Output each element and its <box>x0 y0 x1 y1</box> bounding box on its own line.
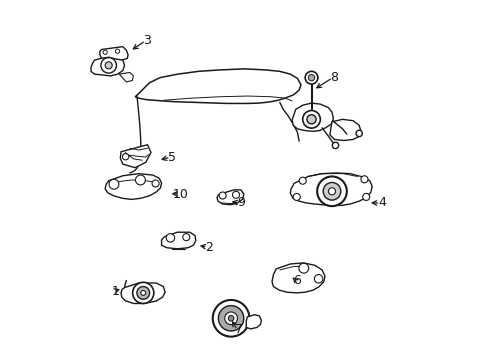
Text: 7: 7 <box>235 323 243 337</box>
Polygon shape <box>291 103 333 131</box>
Polygon shape <box>105 174 161 199</box>
Circle shape <box>183 234 189 241</box>
Circle shape <box>314 275 322 283</box>
Circle shape <box>299 177 305 184</box>
Circle shape <box>103 50 107 54</box>
Polygon shape <box>217 190 244 205</box>
Text: 8: 8 <box>330 71 338 84</box>
Circle shape <box>228 315 233 321</box>
Text: 10: 10 <box>173 188 188 201</box>
Circle shape <box>212 300 249 337</box>
Circle shape <box>218 306 244 331</box>
Circle shape <box>132 282 154 303</box>
Circle shape <box>306 115 315 124</box>
Polygon shape <box>290 173 371 206</box>
Circle shape <box>317 176 346 206</box>
Circle shape <box>115 49 120 53</box>
Circle shape <box>219 192 225 199</box>
Circle shape <box>302 111 320 128</box>
Polygon shape <box>100 47 128 61</box>
Polygon shape <box>135 69 300 103</box>
Circle shape <box>332 142 338 149</box>
Polygon shape <box>119 72 133 82</box>
Polygon shape <box>271 263 324 293</box>
Text: 5: 5 <box>168 150 176 163</box>
Polygon shape <box>329 119 360 140</box>
Polygon shape <box>161 232 195 249</box>
Text: 6: 6 <box>293 274 301 287</box>
Circle shape <box>152 180 159 187</box>
Circle shape <box>166 234 174 242</box>
Circle shape <box>293 193 300 201</box>
Polygon shape <box>91 57 124 76</box>
Text: 9: 9 <box>237 197 244 210</box>
Circle shape <box>122 154 128 160</box>
Circle shape <box>101 58 116 73</box>
Circle shape <box>360 176 367 183</box>
Text: 1: 1 <box>112 285 120 298</box>
Polygon shape <box>246 315 261 329</box>
Circle shape <box>137 287 149 299</box>
Circle shape <box>224 312 237 325</box>
Text: 4: 4 <box>377 197 385 210</box>
Polygon shape <box>121 283 165 303</box>
Circle shape <box>105 62 112 69</box>
Circle shape <box>355 130 362 136</box>
Circle shape <box>298 263 308 273</box>
Circle shape <box>141 291 145 295</box>
Circle shape <box>305 71 317 84</box>
Polygon shape <box>120 145 151 168</box>
Circle shape <box>328 188 335 195</box>
Circle shape <box>232 191 239 198</box>
Text: 3: 3 <box>143 34 151 47</box>
Text: 2: 2 <box>205 240 213 253</box>
Circle shape <box>308 75 314 81</box>
Circle shape <box>109 179 119 189</box>
Circle shape <box>362 193 369 201</box>
Circle shape <box>323 183 340 200</box>
Circle shape <box>135 175 145 185</box>
